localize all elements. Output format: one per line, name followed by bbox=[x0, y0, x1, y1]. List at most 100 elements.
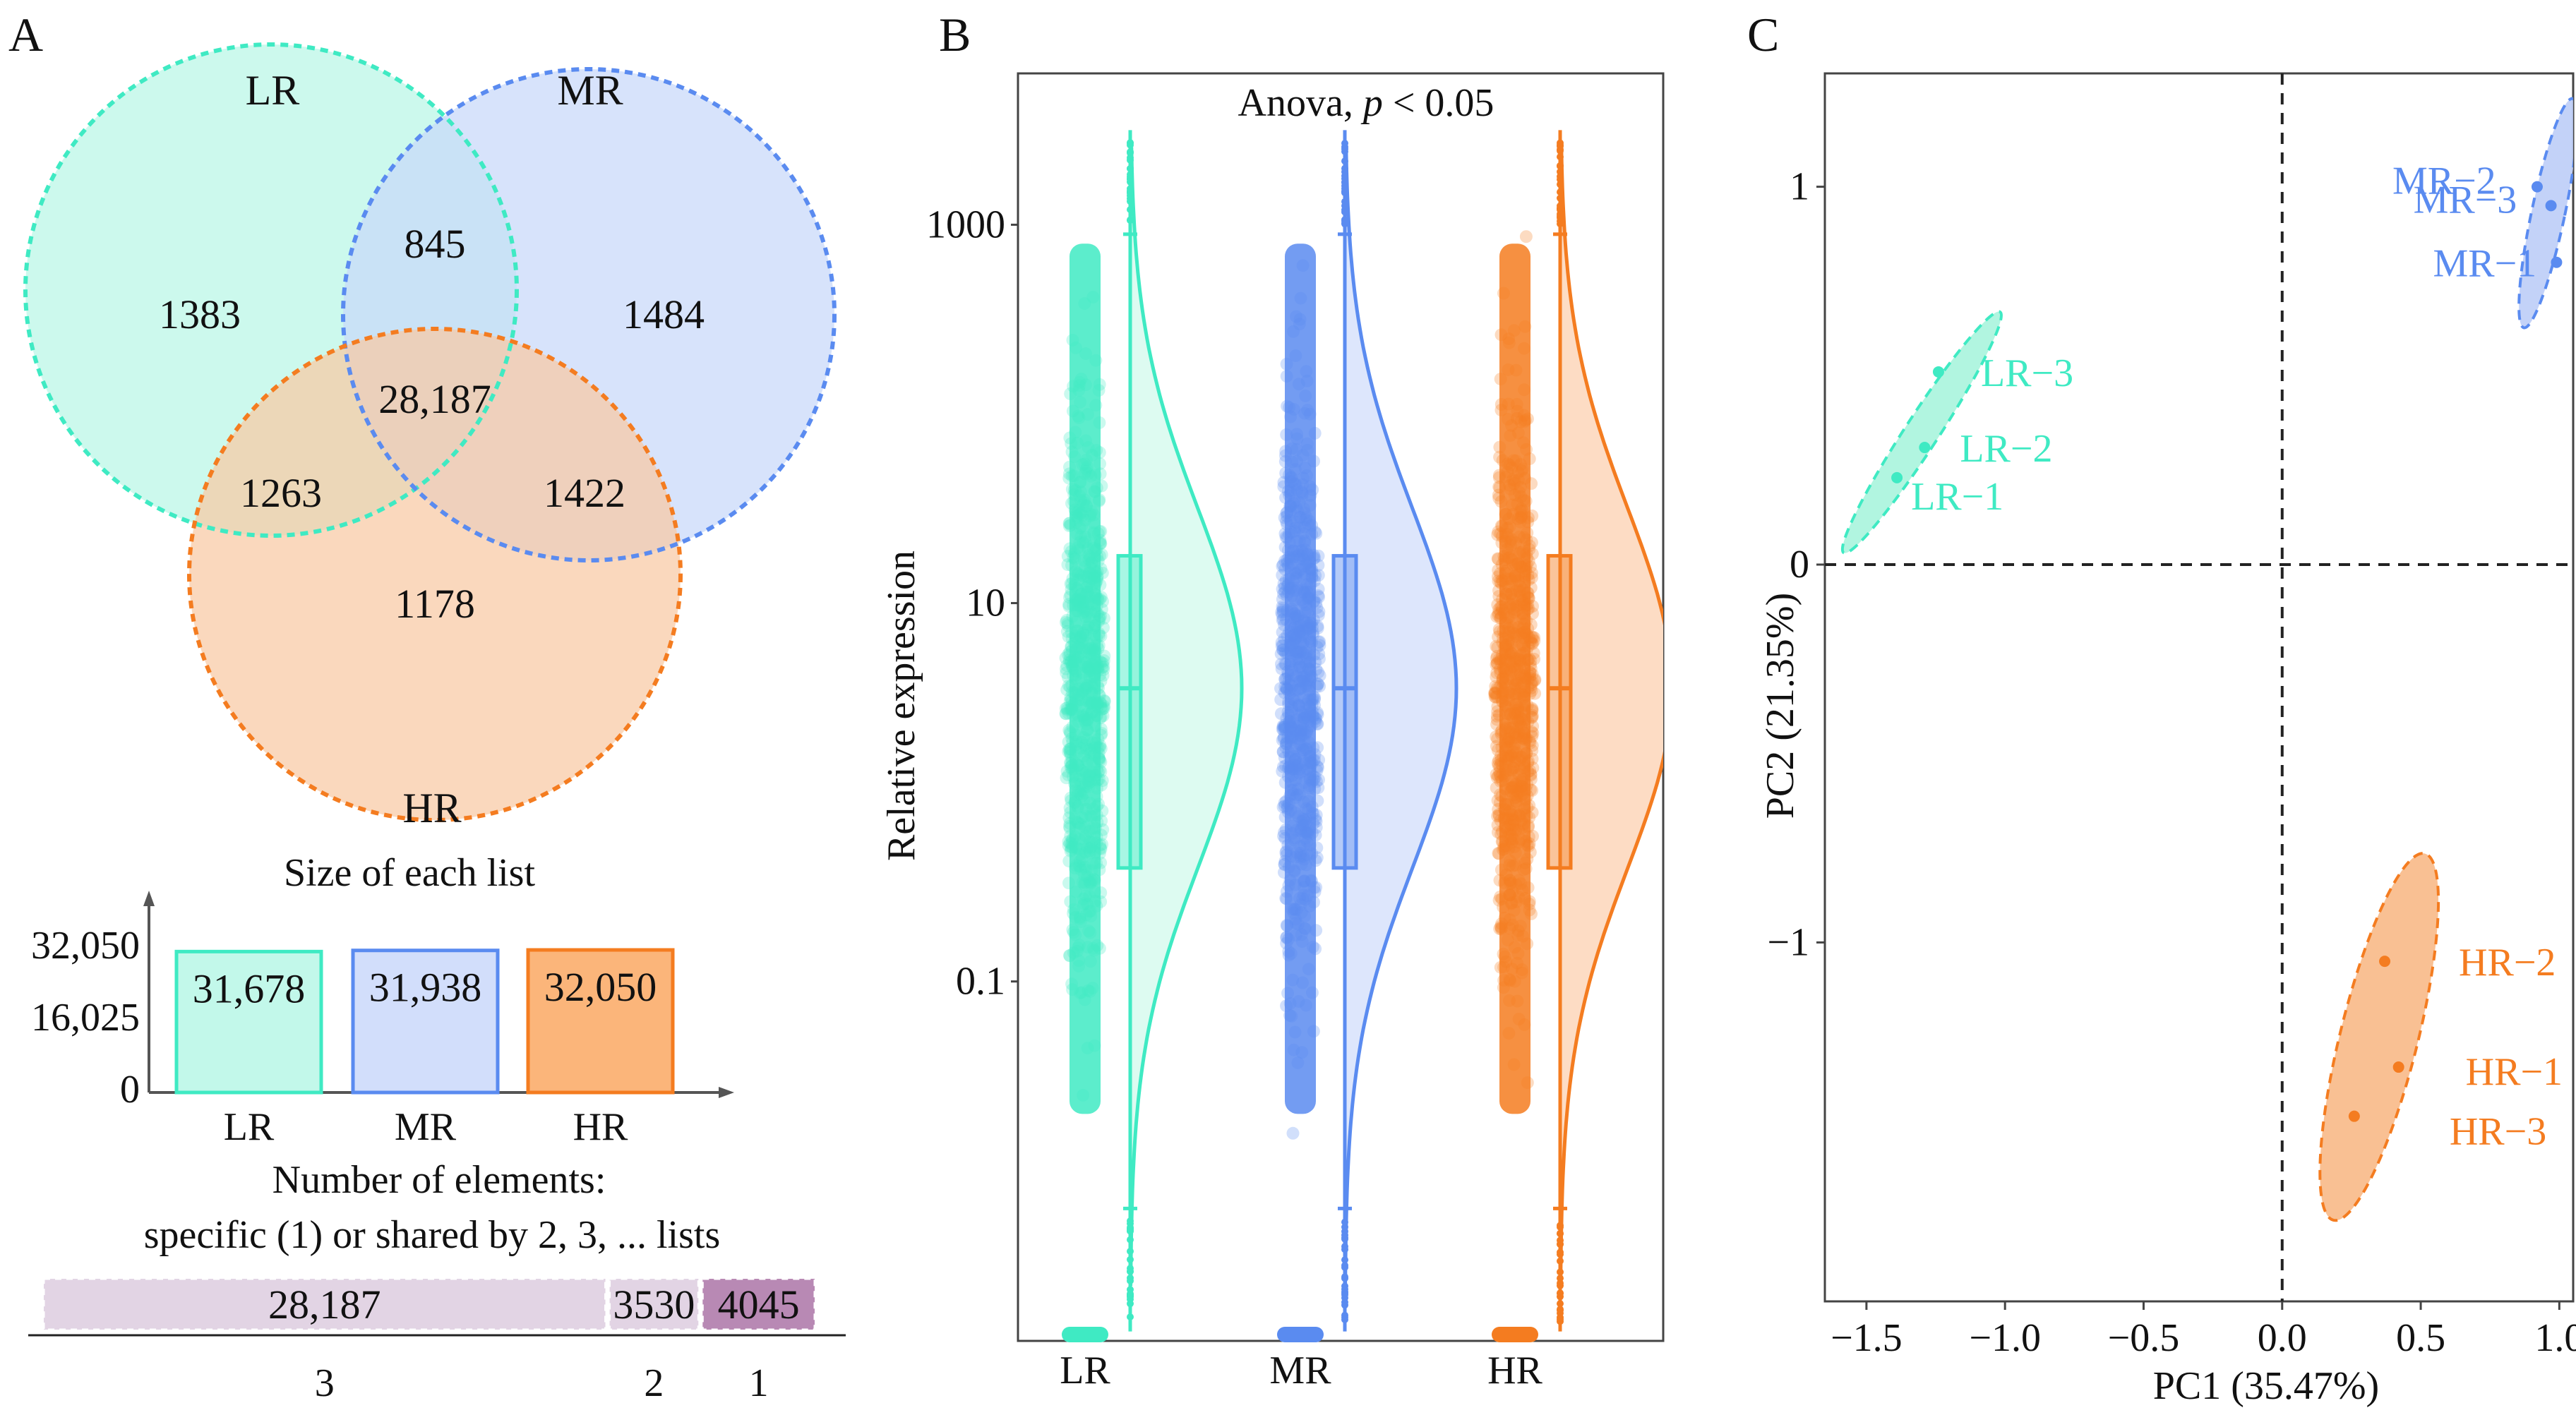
raincloud-point bbox=[1097, 699, 1110, 713]
raincloud-outlier bbox=[1341, 202, 1348, 210]
pca-point-mr-1 bbox=[2551, 256, 2563, 268]
venn-outline-lr bbox=[23, 42, 519, 538]
raincloud-point bbox=[1274, 693, 1288, 706]
pca-ytick-0: −1 bbox=[1767, 920, 1809, 964]
raincloud-outlier bbox=[1127, 156, 1134, 164]
pca-frame bbox=[1823, 72, 2575, 1303]
raincloud-outlier bbox=[1341, 179, 1348, 186]
raincloud-outlier bbox=[1557, 147, 1564, 155]
raincloud-outlier bbox=[1127, 164, 1134, 172]
raincloud-point bbox=[1275, 658, 1288, 670]
venn-label-mr: MR bbox=[557, 67, 623, 114]
raincloud-outlier bbox=[1557, 1300, 1564, 1308]
raincloud-point bbox=[1528, 634, 1541, 647]
pca-point-label-hr-1: HR−1 bbox=[2466, 1050, 2563, 1094]
pca-ytick-1: 0 bbox=[1790, 543, 1809, 586]
raincloud-outlier bbox=[1341, 1243, 1348, 1251]
list-size-bar-value-mr: 31,938 bbox=[369, 965, 482, 1011]
raincloud-outlier bbox=[1341, 216, 1348, 224]
raincloud-point bbox=[1098, 649, 1111, 663]
elements-bar-value-1: 4045 bbox=[718, 1282, 800, 1327]
pca-point-label-mr-3: MR−3 bbox=[2414, 178, 2517, 222]
raincloud-point bbox=[1490, 639, 1503, 653]
raincloud-outlier bbox=[1341, 1223, 1348, 1231]
raincloud-outlier bbox=[1341, 157, 1348, 165]
pca-point-label-lr-1: LR−1 bbox=[1911, 475, 2003, 519]
raincloud-point bbox=[1313, 680, 1326, 693]
pca-xlabel: PC1 (35.47%) bbox=[2153, 1364, 2379, 1408]
raincloud-point bbox=[1490, 670, 1503, 683]
raincloud-outlier bbox=[1341, 1218, 1348, 1226]
raincloud-point bbox=[1274, 647, 1288, 661]
raincloud-points-core-hr bbox=[1499, 243, 1530, 1114]
elements-bars: 28,187 3 3530 2 4045 1 bbox=[42, 1277, 816, 1405]
raincloud-box-lr bbox=[1116, 554, 1143, 870]
raincloud-outlier bbox=[1557, 202, 1564, 210]
pca-group-hr: HR−2 HR−1 HR−3 bbox=[2318, 852, 2563, 1222]
raincloud-outlier bbox=[1127, 171, 1134, 179]
raincloud-outlier bbox=[1341, 172, 1348, 180]
venn-count-all: 28,187 bbox=[378, 376, 491, 422]
raincloud-point bbox=[1098, 694, 1111, 708]
raincloud-outlier bbox=[1341, 1275, 1348, 1282]
raincloud-points-core-mr bbox=[1285, 243, 1316, 1114]
raincloud-violin-mr bbox=[1343, 147, 1458, 1287]
raincloud-outlier bbox=[1341, 143, 1348, 151]
raincloud-point bbox=[1313, 639, 1326, 652]
raincloud-point bbox=[1097, 654, 1110, 667]
panel-letter-a: A bbox=[8, 8, 43, 61]
elements-bar-3 bbox=[42, 1277, 607, 1331]
raincloud-point bbox=[1528, 673, 1542, 686]
raincloud-outlier bbox=[1341, 1262, 1348, 1269]
venn-label-lr: LR bbox=[246, 67, 300, 114]
pca-xtick-4: 0.5 bbox=[2396, 1316, 2445, 1360]
raincloud-outlier bbox=[1557, 1268, 1564, 1276]
raincloud-outlier bbox=[1557, 220, 1564, 228]
raincloud-xmarker-mr bbox=[1277, 1327, 1324, 1342]
raincloud-point bbox=[1489, 687, 1502, 700]
list-size-ytick-1: 16,025 bbox=[31, 996, 140, 1040]
raincloud-point bbox=[1519, 230, 1533, 243]
raincloud-ytick-0: 0.1 bbox=[956, 960, 1005, 1004]
raincloud-point bbox=[1490, 730, 1503, 743]
panel-a: A LR MR HR 1383 1484 845 28,187 1263 142… bbox=[8, 8, 846, 1405]
pca-point-hr-1 bbox=[2392, 1061, 2404, 1073]
raincloud-point bbox=[1059, 651, 1072, 665]
list-size-xtick-hr: HR bbox=[573, 1105, 628, 1149]
venn-count-hr-only: 1178 bbox=[395, 581, 475, 627]
pca-point-hr-2 bbox=[2379, 956, 2391, 968]
venn-outline-hr bbox=[187, 327, 683, 822]
elements-bar-2 bbox=[609, 1277, 700, 1331]
raincloud-point bbox=[1489, 680, 1502, 693]
raincloud-point bbox=[1527, 646, 1540, 660]
list-size-bar-lr bbox=[174, 949, 323, 1095]
raincloud-point bbox=[1059, 707, 1072, 721]
raincloud-outlier bbox=[1127, 1224, 1134, 1232]
raincloud-outlier bbox=[1557, 194, 1564, 202]
raincloud-xmarker-lr bbox=[1062, 1327, 1108, 1342]
pca-xtick-0: −1.5 bbox=[1831, 1316, 1903, 1360]
raincloud-ytick-1: 10 bbox=[966, 582, 1005, 625]
raincloud-violin-hr bbox=[1558, 147, 1663, 1287]
pca-ylabel: PC2 (21.35%) bbox=[1759, 593, 1802, 819]
raincloud-outlier bbox=[1557, 188, 1564, 196]
elements-tick-3: 3 bbox=[315, 1361, 335, 1405]
raincloud-point bbox=[1488, 686, 1502, 699]
raincloud-outlier bbox=[1341, 1291, 1348, 1299]
raincloud-outlier bbox=[1127, 1277, 1134, 1284]
raincloud-outlier bbox=[1557, 1318, 1564, 1325]
raincloud-outlier bbox=[1127, 139, 1134, 147]
raincloud-points-mr bbox=[1274, 243, 1326, 1140]
pca-point-lr-2 bbox=[1919, 442, 1931, 454]
raincloud-outlier bbox=[1557, 1257, 1564, 1265]
raincloud-outlier bbox=[1341, 1299, 1348, 1306]
raincloud-point bbox=[1489, 686, 1502, 699]
pca-xtick-3: 0.0 bbox=[2258, 1316, 2307, 1360]
raincloud-outlier bbox=[1127, 1265, 1134, 1272]
pca-point-mr-3 bbox=[2545, 200, 2557, 212]
raincloud-yticks: 0.1 10 1000 bbox=[926, 203, 1018, 1004]
pca-point-label-hr-2: HR−2 bbox=[2459, 941, 2556, 985]
list-size-ytick-0: 0 bbox=[120, 1068, 140, 1112]
raincloud-point bbox=[1059, 702, 1072, 715]
raincloud-xtick-lr: LR bbox=[1060, 1349, 1110, 1392]
